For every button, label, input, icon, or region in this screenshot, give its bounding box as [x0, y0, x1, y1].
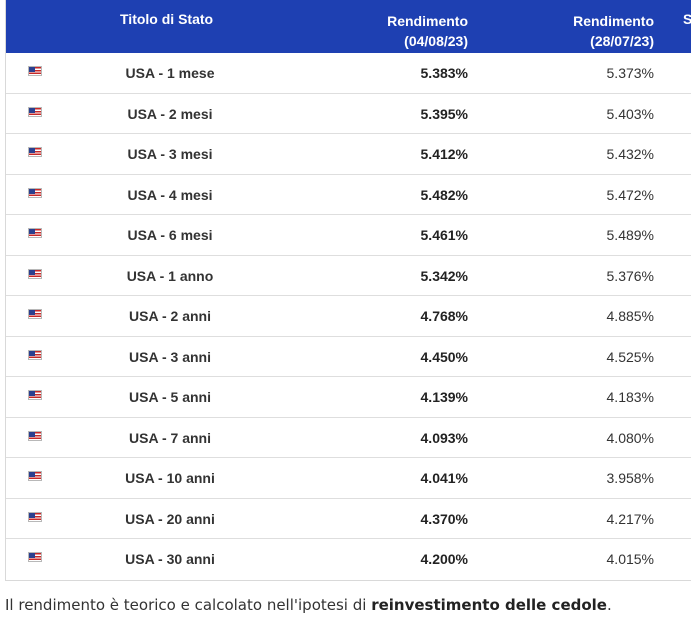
table-row: USA - 20 anni 4.370% 4.217% [6, 499, 691, 539]
us-flag-icon [28, 228, 42, 238]
yield-previous: 5.373% [606, 65, 654, 81]
yield-previous: 4.080% [606, 429, 654, 446]
table-row: USA - 2 anni 4.768% 4.885% [6, 296, 691, 337]
yield-previous: 5.472% [606, 186, 654, 203]
bond-name: USA - 10 anni [125, 470, 215, 486]
footnote-end: . [606, 596, 612, 614]
bond-name: USA - 7 anni [129, 429, 211, 446]
bond-name: USA - 30 anni [125, 551, 215, 567]
yield-previous: 5.403% [606, 105, 654, 122]
us-flag-icon [28, 430, 42, 441]
header-title-col: Titolo di Stato [120, 11, 214, 27]
table-row: USA - 2 mesi 5.395% 5.403% [6, 94, 691, 134]
header-yield-current-label: Rendimento [387, 13, 468, 29]
header-yield-previous: Rendimento (28/07/23) [573, 11, 654, 51]
us-flag-icon [28, 552, 42, 562]
bond-name: USA - 2 anni [129, 308, 211, 324]
bond-name: USA - 4 mesi [127, 186, 213, 203]
yield-current: 5.412% [420, 146, 468, 162]
bond-name: USA - 20 anni [125, 510, 215, 527]
us-flag-icon [28, 349, 42, 360]
bond-name: USA - 5 anni [129, 389, 211, 405]
us-flag-icon [28, 511, 42, 522]
yield-previous: 3.958% [606, 470, 654, 486]
yield-current: 4.041% [420, 470, 468, 486]
us-flag-icon [28, 268, 42, 279]
bond-name: USA - 6 mesi [127, 227, 213, 243]
table-row: USA - 1 anno 5.342% 5.376% [6, 256, 691, 296]
table-row: USA - 1 mese 5.383% 5.373% [6, 53, 691, 94]
yield-previous: 4.015% [606, 551, 654, 567]
yield-current: 5.383% [420, 65, 468, 81]
us-flag-icon [28, 309, 42, 319]
header-yield-previous-date: (28/07/23) [590, 33, 654, 49]
table-row: USA - 3 anni 4.450% 4.525% [6, 337, 691, 377]
table-row: USA - 30 anni 4.200% 4.015% [6, 539, 691, 580]
yield-current: 4.370% [420, 510, 468, 527]
yield-previous: 4.525% [606, 348, 654, 365]
table-row: USA - 7 anni 4.093% 4.080% [6, 418, 691, 458]
us-flag-icon [28, 471, 42, 481]
yield-previous: 4.885% [606, 308, 654, 324]
header-yield-current: Rendimento (04/08/23) [387, 11, 468, 51]
yield-current: 4.450% [420, 348, 468, 365]
footnote-bold: reinvestimento delle cedole [371, 596, 607, 614]
yield-current: 5.395% [420, 105, 468, 122]
yield-current: 4.139% [420, 389, 468, 405]
yield-previous: 4.217% [606, 510, 654, 527]
table-row: USA - 6 mesi 5.461% 5.489% [6, 215, 691, 256]
yield-current: 4.200% [420, 551, 468, 567]
bond-name: USA - 1 mese [125, 65, 215, 81]
table-row: USA - 10 anni 4.041% 3.958% [6, 458, 691, 499]
bond-name: USA - 3 mesi [127, 146, 213, 162]
footnote: Il rendimento è teorico e calcolato nell… [5, 596, 612, 614]
table-row: USA - 5 anni 4.139% 4.183% [6, 377, 691, 418]
yield-previous: 5.432% [606, 146, 654, 162]
yield-current: 5.342% [420, 267, 468, 284]
header-next-col-partial: S [683, 11, 691, 27]
table-row: USA - 3 mesi 5.412% 5.432% [6, 134, 691, 175]
table-row: USA - 4 mesi 5.482% 5.472% [6, 175, 691, 215]
bond-yield-table: Titolo di Stato Rendimento (04/08/23) Re… [5, 0, 691, 581]
header-yield-current-date: (04/08/23) [404, 33, 468, 49]
yield-previous: 4.183% [606, 389, 654, 405]
us-flag-icon [28, 106, 42, 117]
yield-current: 5.461% [420, 227, 468, 243]
us-flag-icon [28, 390, 42, 400]
us-flag-icon [28, 66, 42, 76]
yield-current: 4.768% [420, 308, 468, 324]
yield-current: 5.482% [420, 186, 468, 203]
us-flag-icon [28, 187, 42, 198]
header-yield-previous-label: Rendimento [573, 13, 654, 29]
yield-current: 4.093% [420, 429, 468, 446]
us-flag-icon [28, 147, 42, 157]
bond-name: USA - 3 anni [129, 348, 211, 365]
table-body: USA - 1 mese 5.383% 5.373% USA - 2 mesi 5.39… [6, 53, 691, 580]
footnote-text: Il rendimento è teorico e calcolato nell… [5, 596, 372, 614]
table-header: Titolo di Stato Rendimento (04/08/23) Re… [6, 0, 691, 53]
bond-name: USA - 1 anno [126, 267, 214, 284]
yield-previous: 5.376% [606, 267, 654, 284]
yield-previous: 5.489% [606, 227, 654, 243]
bond-name: USA - 2 mesi [127, 105, 213, 122]
